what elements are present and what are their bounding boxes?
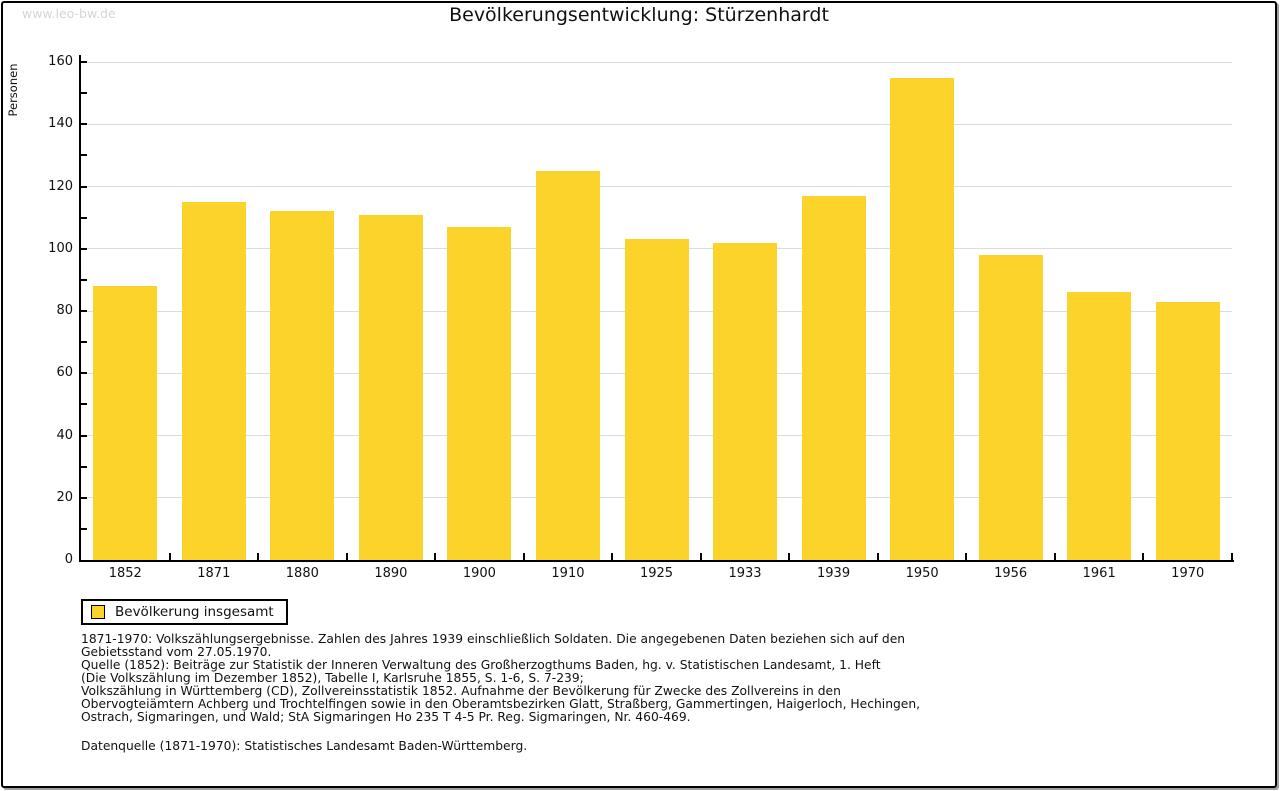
footnote-line: Volkszählung in Württemberg (CD), Zollve… xyxy=(81,684,841,698)
x-tick-label: 1961 xyxy=(1082,566,1116,581)
y-axis-tick xyxy=(81,310,87,312)
x-axis-tick xyxy=(434,553,437,560)
y-tick-label: 80 xyxy=(56,303,73,318)
y-tick-label: 140 xyxy=(48,116,73,132)
x-axis-tick xyxy=(1053,553,1056,560)
footnotes: 1871-1970: Volkszählungsergebnisse. Zahl… xyxy=(81,633,920,724)
y-axis-tick xyxy=(81,527,87,530)
y-tick-label: 20 xyxy=(56,489,73,505)
footnote-line: 1871-1970: Volkszählungsergebnisse. Zahl… xyxy=(81,632,906,646)
legend-swatch-icon xyxy=(91,605,105,619)
y-axis-tick xyxy=(81,341,87,344)
x-tick-label: 1925 xyxy=(639,566,674,581)
bar xyxy=(93,286,158,560)
x-axis-tick xyxy=(522,553,525,560)
y-axis-tick xyxy=(81,372,87,375)
gridline xyxy=(81,123,1232,125)
legend: Bevölkerung insgesamt xyxy=(81,599,288,625)
x-tick-label: 1956 xyxy=(994,566,1028,581)
x-tick-label: 1970 xyxy=(1171,566,1205,581)
x-axis-tick xyxy=(876,553,879,560)
x-axis-tick xyxy=(1142,553,1145,560)
x-tick-label: 1880 xyxy=(285,566,319,581)
x-axis-tick xyxy=(257,553,260,560)
bar xyxy=(1155,301,1220,560)
bar xyxy=(978,254,1043,560)
footnote-line: Obervogteiämtern Achberg und Trochtelfin… xyxy=(81,697,921,711)
x-tick-label: 1900 xyxy=(462,566,496,581)
bar xyxy=(535,170,600,560)
y-tick-label: 60 xyxy=(56,365,73,381)
bar xyxy=(890,77,955,560)
plot-area: 0 20 40 60 80 100 120 140 160 1852 1871 1880 1890 190… xyxy=(3,3,1275,786)
legend-label: Bevölkerung insgesamt xyxy=(115,604,274,620)
y-tick-label: 100 xyxy=(48,240,73,256)
x-tick-label: 1890 xyxy=(374,566,408,581)
x-axis-tick xyxy=(168,553,171,560)
x-axis-tick xyxy=(345,553,348,560)
x-axis-tick xyxy=(788,553,791,560)
x-axis-tick xyxy=(699,553,702,560)
x-tick-label: 1910 xyxy=(551,566,585,581)
y-axis-tick xyxy=(81,434,87,437)
gridline xyxy=(81,186,1232,187)
x-tick-label: 1939 xyxy=(817,566,851,581)
bar xyxy=(713,242,778,560)
bar xyxy=(447,226,512,560)
y-axis-tick xyxy=(81,185,87,188)
y-axis-tick xyxy=(81,247,87,250)
datasource-line: Datenquelle (1871-1970): Statistisches L… xyxy=(81,739,528,753)
bar xyxy=(358,214,423,560)
x-tick-label: 1933 xyxy=(728,566,762,581)
footnote-line: Gebietsstand vom 27.05.1970. xyxy=(81,645,272,659)
y-tick-label: 120 xyxy=(48,178,73,194)
y-axis-tick xyxy=(81,154,87,157)
bar xyxy=(624,239,689,560)
x-axis-line xyxy=(79,560,1234,562)
y-axis-tick xyxy=(81,278,87,281)
x-tick-label: 1852 xyxy=(108,566,142,581)
y-axis-tick xyxy=(81,216,87,219)
watermark: www.leo-bw.de xyxy=(22,6,116,21)
x-axis-tick xyxy=(965,553,968,560)
footnote-line: (Die Volkszählung im Dezember 1852), Tab… xyxy=(81,671,584,685)
x-tick-label: 1871 xyxy=(197,566,231,581)
y-axis-tick xyxy=(81,496,87,499)
bar xyxy=(270,211,335,560)
bar xyxy=(1067,292,1132,560)
y-axis-tick xyxy=(81,61,87,63)
gridline xyxy=(81,61,1232,63)
y-axis-tick xyxy=(81,403,87,406)
y-axis-line xyxy=(79,55,81,562)
y-axis-tick xyxy=(81,465,87,468)
bar xyxy=(801,195,866,560)
bar xyxy=(181,202,246,560)
y-tick-label: 160 xyxy=(48,54,73,69)
x-axis-tick xyxy=(1231,553,1233,560)
footnote-line: Ostrach, Sigmaringen, und Wald; StA Sigm… xyxy=(81,710,691,724)
x-tick-label: 1950 xyxy=(905,566,939,581)
y-tick-label: 0 xyxy=(64,552,73,567)
chart-title: Bevölkerungsentwicklung: Stürzenhardt xyxy=(449,4,829,26)
y-axis-tick xyxy=(81,123,87,126)
y-axis-tick xyxy=(81,92,87,95)
footnote-line: Quelle (1852): Beiträge zur Statistik de… xyxy=(81,658,881,672)
y-tick-label: 40 xyxy=(56,427,73,443)
x-axis-tick xyxy=(611,553,614,560)
